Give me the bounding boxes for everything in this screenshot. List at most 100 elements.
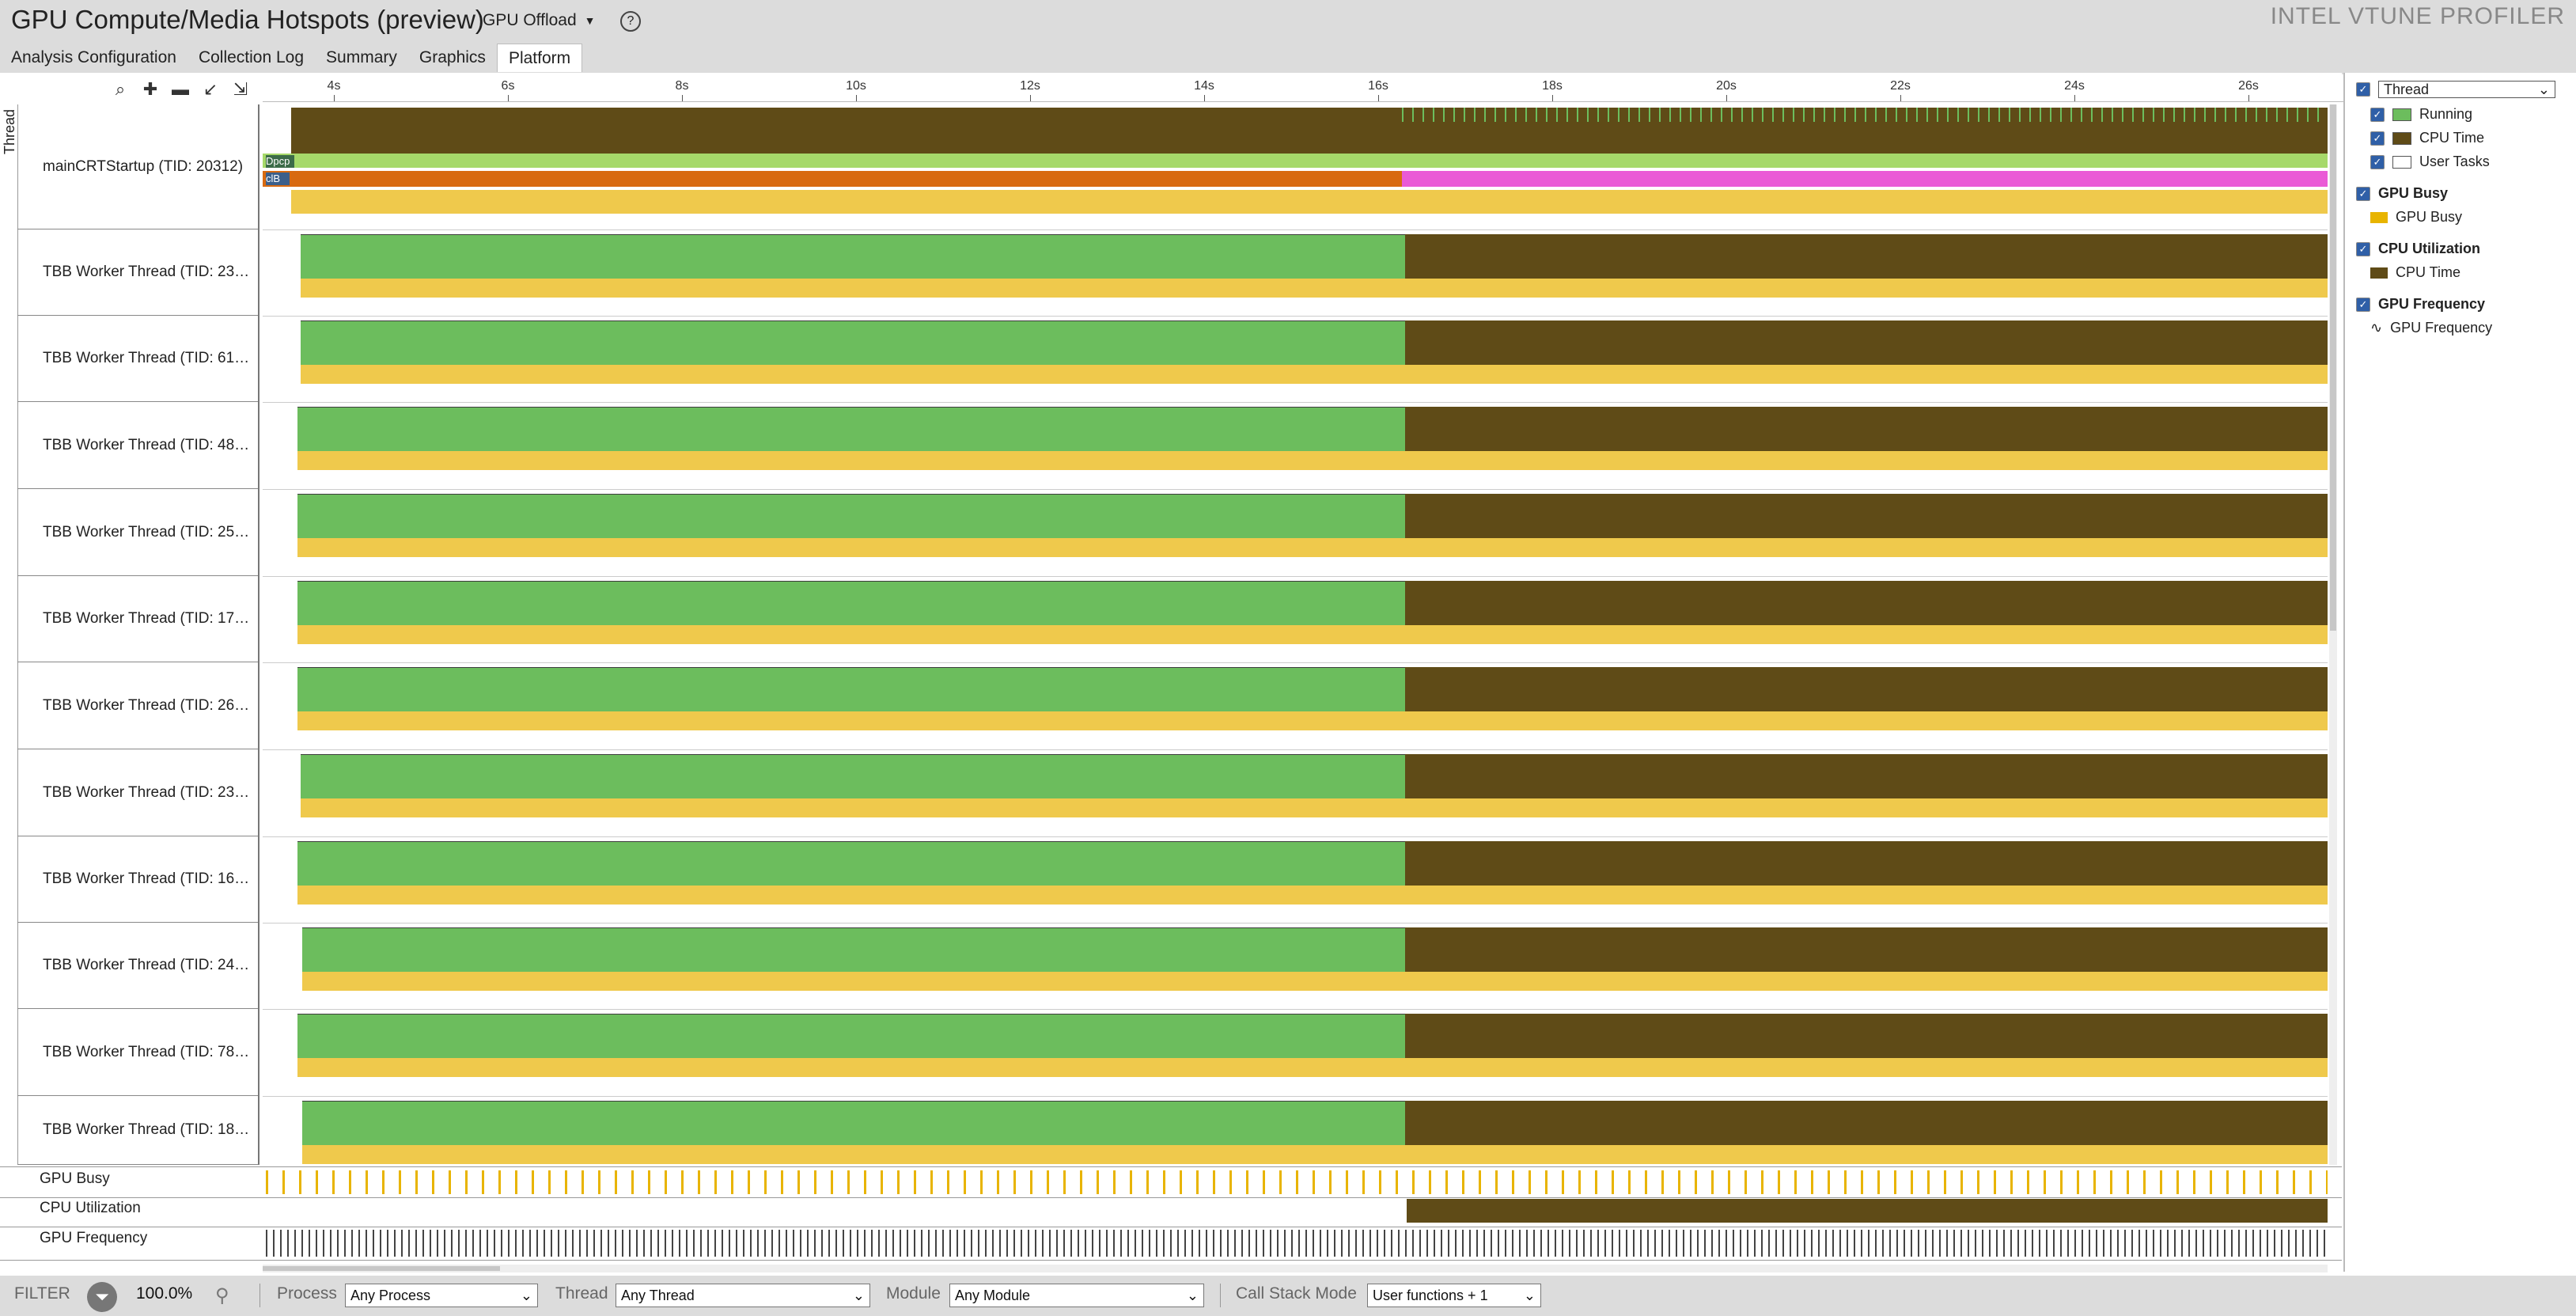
module-select-value: Any Module	[955, 1287, 1031, 1303]
thread-row-label[interactable]: TBB Worker Thread (TID: 78…	[17, 1009, 258, 1096]
cpu-time-bar	[1405, 494, 2328, 538]
thread-track[interactable]	[263, 576, 2328, 663]
call-stack-mode-label: Call Stack Mode	[1236, 1284, 1357, 1303]
question-circle-icon[interactable]: ?	[620, 11, 641, 32]
cpu-time-bar	[1405, 841, 2328, 886]
thread-row-label[interactable]: TBB Worker Thread (TID: 23…	[17, 229, 258, 316]
timeline-vertical-scrollbar[interactable]	[2329, 104, 2337, 1165]
chevron-down-icon: ⌄	[1523, 1287, 1536, 1303]
zoom-in-icon[interactable]: ✚	[142, 79, 158, 99]
thread-row-label[interactable]: TBB Worker Thread (TID: 18…	[17, 1096, 258, 1165]
gpu-busy-track-label: GPU Busy	[40, 1170, 110, 1187]
tab-collection-log[interactable]: Collection Log	[198, 48, 305, 66]
thread-track[interactable]	[263, 1096, 2328, 1165]
thread-row-label[interactable]: TBB Worker Thread (TID: 16…	[17, 836, 258, 923]
running-bar	[301, 234, 1405, 279]
scrollbar-thumb[interactable]	[263, 1266, 500, 1271]
scrollbar-thumb[interactable]	[2330, 104, 2336, 631]
checkbox-cpu-utilization[interactable]: ✓	[2356, 241, 2370, 256]
user-task-band	[297, 625, 2328, 644]
gpu-frequency-track[interactable]: GPU Frequency	[0, 1227, 2342, 1261]
thread-row-labels: mainCRTStartup (TID: 20312) TBB Worker T…	[17, 104, 259, 1165]
filter-funnel-icon[interactable]: ⏷	[87, 1282, 117, 1312]
thread-track-main[interactable]: Dpcp clB	[263, 104, 2328, 230]
chevron-down-icon: ▼	[584, 14, 596, 27]
cpu-time-bar	[1405, 407, 2328, 451]
time-axis[interactable]: 4s 6s 8s 10s 12s 14s 16s 18s 20s 22s 24s…	[263, 78, 2343, 102]
axis-tick: 26s	[2238, 79, 2259, 93]
cpu-time-bar	[1405, 1014, 2328, 1058]
checkbox-running[interactable]: ✓	[2370, 107, 2385, 122]
thread-row-label[interactable]: TBB Worker Thread (TID: 25…	[17, 489, 258, 576]
process-select[interactable]: Any Process ⌄	[345, 1284, 538, 1307]
running-bar	[301, 320, 1405, 366]
tab-platform[interactable]: Platform	[496, 44, 583, 72]
thread-track[interactable]	[263, 1009, 2328, 1097]
thread-row-label[interactable]: TBB Worker Thread (TID: 26…	[17, 662, 258, 749]
legend-section-gpu-busy: GPU Busy	[2378, 185, 2449, 201]
thread-row-label[interactable]: TBB Worker Thread (TID: 24…	[17, 923, 258, 1009]
axis-tick: 24s	[2064, 79, 2085, 93]
axis-tick: 20s	[1716, 79, 1737, 93]
checkbox-cpu-time[interactable]: ✓	[2370, 131, 2385, 146]
analysis-type-dropdown[interactable]: GPU Offload ▼	[483, 11, 596, 30]
gpu-busy-band	[291, 190, 2328, 214]
thread-tracks[interactable]: Dpcp clB	[263, 104, 2328, 1165]
legend-item-gpu-busy: GPU Busy	[2396, 209, 2463, 225]
axis-tick: 10s	[846, 79, 866, 93]
thread-row-label[interactable]: TBB Worker Thread (TID: 17…	[17, 576, 258, 662]
gpu-busy-track[interactable]: GPU Busy	[0, 1166, 2342, 1198]
gpu-busy-swatch	[2370, 211, 2388, 223]
user-task-band	[297, 451, 2328, 470]
axis-tick: 12s	[1020, 79, 1040, 93]
thread-row-label[interactable]: TBB Worker Thread (TID: 23…	[17, 749, 258, 836]
cpu-utilization-track[interactable]: CPU Utilization	[0, 1197, 2342, 1227]
module-select[interactable]: Any Module ⌄	[949, 1284, 1204, 1307]
tab-bar: Analysis Configuration Collection Log Su…	[0, 44, 583, 72]
tab-analysis-configuration[interactable]: Analysis Configuration	[11, 48, 176, 66]
thread-track[interactable]	[263, 316, 2328, 403]
thread-track[interactable]	[263, 923, 2328, 1010]
zoom-out-icon[interactable]: ▬	[172, 79, 189, 99]
running-bar	[302, 927, 1405, 973]
clear-filter-icon[interactable]: ⚲	[215, 1285, 229, 1307]
running-swatch	[2392, 108, 2411, 121]
timeline-horizontal-scrollbar[interactable]	[263, 1265, 2328, 1272]
process-label: Process	[277, 1284, 337, 1303]
thread-row-label[interactable]: TBB Worker Thread (TID: 48…	[17, 402, 258, 489]
call-stack-mode-select[interactable]: User functions + 1 ⌄	[1367, 1284, 1541, 1307]
thread-select[interactable]: Any Thread ⌄	[616, 1284, 870, 1307]
call-stack-mode-value: User functions + 1	[1373, 1287, 1488, 1303]
legend-group-dropdown[interactable]: Thread ⌄	[2378, 81, 2555, 98]
checkbox-gpu-frequency[interactable]: ✓	[2356, 297, 2370, 312]
running-bar	[302, 1101, 1405, 1146]
thread-track[interactable]	[263, 662, 2328, 750]
checkbox-gpu-busy[interactable]: ✓	[2356, 186, 2370, 201]
search-icon[interactable]: ⌕	[115, 79, 126, 99]
legend-panel: ✓ Thread ⌄ ✓ Running ✓ CPU Time ✓ User T…	[2343, 73, 2576, 1272]
running-band	[263, 154, 2328, 168]
thread-track[interactable]	[263, 229, 2328, 317]
legend-item-gpu-frequency: GPU Frequency	[2390, 320, 2493, 336]
thread-track[interactable]	[263, 489, 2328, 577]
tab-summary[interactable]: Summary	[326, 48, 397, 66]
thread-track[interactable]	[263, 402, 2328, 490]
zoom-reset-icon[interactable]: ⇲	[233, 79, 248, 99]
thread-track[interactable]	[263, 749, 2328, 837]
process-select-value: Any Process	[350, 1287, 431, 1303]
thread-row-label[interactable]: mainCRTStartup (TID: 20312)	[17, 104, 258, 229]
thread-row-label[interactable]: TBB Worker Thread (TID: 61…	[17, 316, 258, 402]
tab-graphics[interactable]: Graphics	[419, 48, 486, 66]
legend-item-running: Running	[2419, 106, 2473, 122]
running-spikes	[1402, 108, 2328, 122]
thread-track[interactable]	[263, 836, 2328, 923]
task-badge: Dpcp	[266, 155, 294, 168]
checkbox-user-tasks[interactable]: ✓	[2370, 154, 2385, 169]
checkbox-thread[interactable]: ✓	[2356, 82, 2370, 97]
module-label: Module	[886, 1284, 941, 1303]
zoom-back-icon[interactable]: ↙	[203, 79, 218, 99]
gpu-frequency-track-label: GPU Frequency	[40, 1230, 148, 1246]
kernel-task-band	[1402, 171, 2328, 187]
user-task-band	[297, 711, 2328, 730]
running-bar	[297, 407, 1405, 452]
